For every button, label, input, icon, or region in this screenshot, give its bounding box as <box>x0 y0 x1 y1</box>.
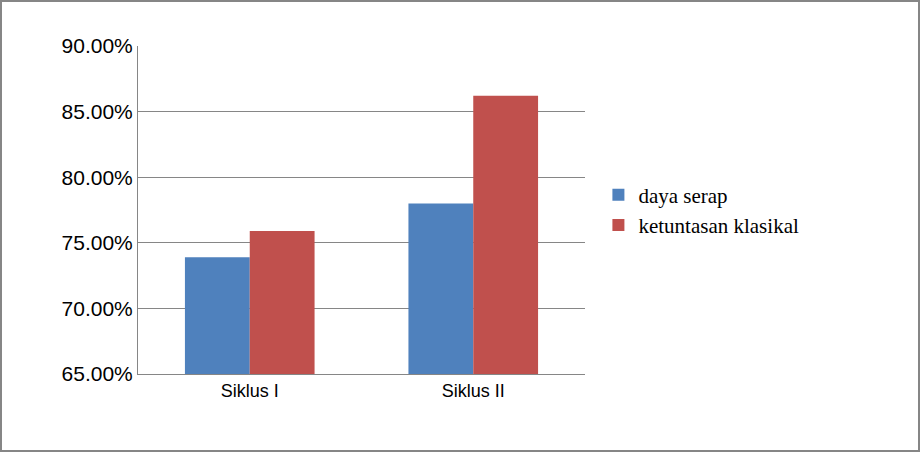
svg-text:80.00%: 80.00% <box>62 166 133 189</box>
svg-text:75.00%: 75.00% <box>62 231 133 254</box>
svg-text:90.00%: 90.00% <box>62 34 133 57</box>
svg-text:daya serap: daya serap <box>638 184 727 208</box>
svg-text:65.00%: 65.00% <box>62 362 133 385</box>
svg-text:Siklus I: Siklus I <box>221 381 279 401</box>
svg-text:85.00%: 85.00% <box>62 100 133 123</box>
svg-text:Siklus II: Siklus II <box>442 381 505 401</box>
svg-text:ketuntasan klasikal: ketuntasan klasikal <box>638 214 799 238</box>
svg-text:70.00%: 70.00% <box>62 297 133 320</box>
